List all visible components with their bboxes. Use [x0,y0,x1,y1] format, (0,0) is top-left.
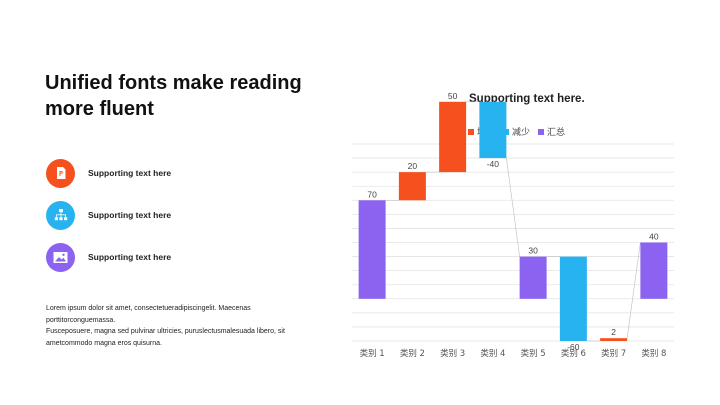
legend-swatch-increase [468,128,474,135]
data-label-2: 20 [408,161,418,171]
data-label-8: 40 [649,232,659,242]
image-icon [46,242,75,272]
feature-label-1: Supporting text here [88,168,172,178]
document-icon [46,158,75,188]
body-paragraph-2: Fusceposuere, magna sed pulvinar ultrici… [46,328,285,347]
data-label-4: -40 [487,159,500,169]
data-label-5: 30 [528,246,538,256]
body-paragraph-1: Lorem ipsum dolor sit amet, consectetuer… [46,305,251,324]
category-label-2: 类别 2 [400,348,425,359]
data-label-1: 70 [367,189,377,199]
body-text: Lorem ipsum dolor sit amet, consectetuer… [46,303,316,349]
bar-7 [600,338,628,341]
feature-label-2: Supporting text here [88,210,172,220]
legend-label-decrease: 减少 [512,127,531,137]
legend-label-total: 汇总 [547,127,566,137]
bar-6 [559,256,587,341]
feature-item-2: Supporting text here [46,200,171,230]
legend-item-total: 汇总 [538,125,565,138]
category-label-7: 类别 7 [601,348,626,359]
category-label-1: 类别 1 [360,348,385,359]
legend-swatch-total [538,128,545,135]
connector-line [506,158,520,257]
bar-2 [398,172,426,201]
feature-item-1: Supporting text here [46,158,171,188]
data-label-6: -60 [567,342,580,352]
connector-line [626,242,641,339]
data-label-3: 50 [448,91,458,101]
category-label-8: 类别 8 [641,348,666,359]
category-label-3: 类别 3 [440,348,465,359]
bar-5 [519,256,547,299]
bar-8 [640,242,668,299]
feature-label-3: Supporting text here [88,252,172,262]
bar-1 [358,200,386,299]
bar-4 [479,101,507,159]
category-label-6: 类别 6 [561,348,586,359]
category-label-5: 类别 5 [521,348,546,359]
hierarchy-icon [46,200,75,230]
slide-title: Unified fonts make reading more fluent [45,72,302,120]
category-label-4: 类别 4 [480,348,505,359]
data-label-7: 2 [611,327,616,337]
bar-3 [439,101,467,173]
feature-item-3: Supporting text here [46,242,171,272]
